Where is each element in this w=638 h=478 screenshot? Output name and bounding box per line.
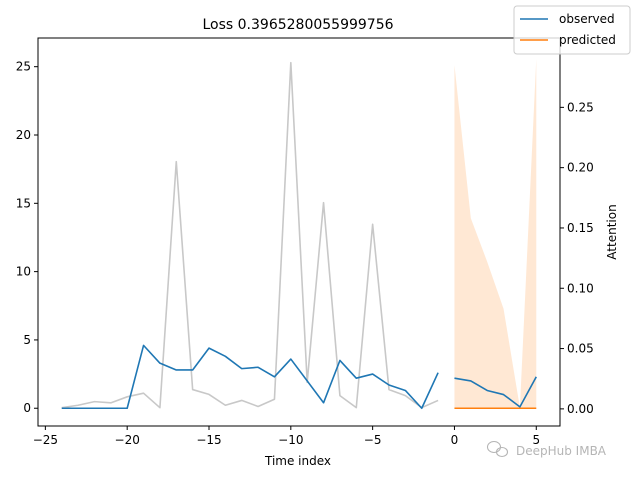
x-tick-label: −10 xyxy=(278,433,303,447)
y2-tick-label: 0.10 xyxy=(567,281,594,295)
series-line-observed xyxy=(61,344,439,410)
data-series xyxy=(61,344,537,410)
y-tick-label: 25 xyxy=(16,60,31,74)
attention-series xyxy=(61,61,439,409)
legend-box xyxy=(513,5,631,55)
x-tick-label: −5 xyxy=(364,433,382,447)
y-tick-label: 20 xyxy=(16,128,31,142)
y2-tick-label: 0.20 xyxy=(567,161,594,175)
legend-label-predicted: predicted xyxy=(559,33,616,47)
x-tick-label: 0 xyxy=(451,433,459,447)
y-axis-right: 0.00 0.05 0.10 0.15 0.20 0.25 xyxy=(560,100,594,416)
legend: observed predicted xyxy=(513,5,631,55)
y-tick-label: 0 xyxy=(23,401,31,415)
chart-title: Loss 0.3965280055999756 xyxy=(202,17,393,33)
legend-label-observed: observed xyxy=(559,12,615,26)
y2-tick-label: 0.15 xyxy=(567,221,594,235)
y-tick-label: 10 xyxy=(16,265,31,279)
series-line-observed-future xyxy=(454,376,537,408)
y-axis-left: 0 5 10 15 20 25 xyxy=(16,60,38,415)
attention-band xyxy=(454,59,537,409)
y2-axis-label: Attention xyxy=(605,204,619,259)
y2-tick-label: 0.00 xyxy=(567,402,594,416)
attention-band-area xyxy=(454,59,537,409)
plot-frame xyxy=(37,37,561,427)
watermark: DeepHub IMBA xyxy=(486,440,607,458)
series-line-attention xyxy=(61,61,439,409)
y-tick-label: 15 xyxy=(16,196,31,210)
wechat-icon xyxy=(486,440,509,458)
y-tick-label: 5 xyxy=(23,333,31,347)
x-tick-label: 5 xyxy=(532,433,540,447)
x-tick-label: −25 xyxy=(33,433,58,447)
y2-tick-label: 0.05 xyxy=(567,342,594,356)
x-axis: −25 −20 −15 −10 −5 0 5 xyxy=(33,426,540,447)
x-axis-label: Time index xyxy=(264,454,331,468)
watermark-text: DeepHub IMBA xyxy=(516,444,607,458)
x-tick-label: −15 xyxy=(196,433,221,447)
x-tick-label: −20 xyxy=(115,433,140,447)
y2-tick-label: 0.25 xyxy=(567,100,594,114)
